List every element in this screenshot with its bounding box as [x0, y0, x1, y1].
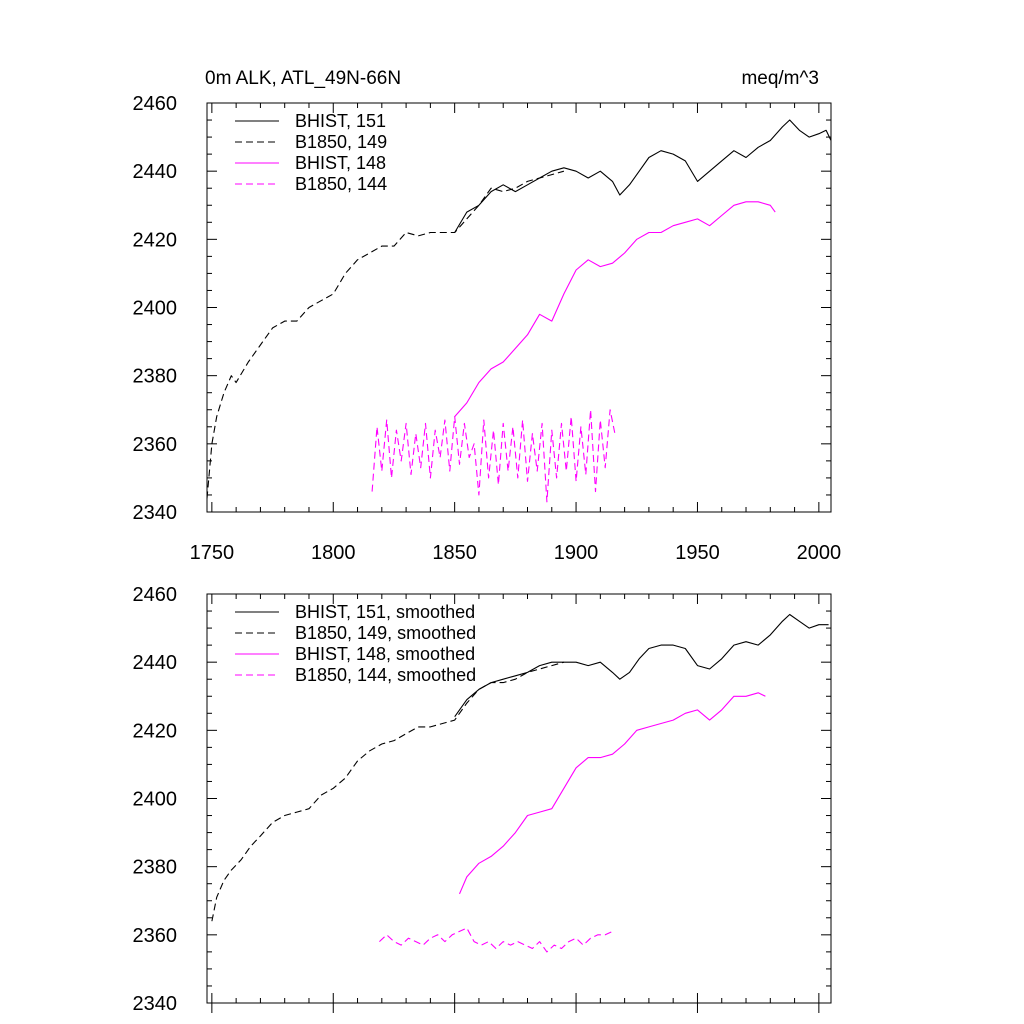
y-tick-label: 2340: [133, 993, 178, 1015]
units-label: meq/m^3: [741, 68, 819, 89]
y-tick-label: 2460: [133, 584, 178, 606]
legend-label: BHIST, 151: [295, 111, 386, 131]
top-panel: 0m ALK, ATL_49N-66N meq/m^3 1750 1800 1850…: [133, 68, 842, 564]
series-line-3: [379, 927, 613, 953]
legend-label: B1850, 144: [295, 174, 387, 194]
legend-label: B1850, 144, smoothed: [295, 665, 476, 685]
legend-label: BHIST, 148: [295, 153, 386, 173]
legend-label: B1850, 149: [295, 132, 387, 152]
x-tick-label: 1800: [311, 542, 356, 564]
x-tick-label: 2000: [797, 542, 842, 564]
series-line-1: [206, 170, 565, 499]
y-tick-label: 2440: [133, 161, 178, 183]
y-tick-label: 2420: [133, 229, 178, 251]
series-line-1: [211, 661, 565, 922]
legend-label: B1850, 149, smoothed: [295, 623, 476, 643]
y-tick-label: 2440: [133, 652, 178, 674]
y-tick-label: 2380: [133, 857, 178, 879]
y-tick-label: 2380: [133, 366, 178, 388]
series-line-0: [454, 119, 832, 233]
x-tick-label: 1950: [675, 542, 720, 564]
series-line-2: [454, 201, 776, 417]
y-tick-label: 2360: [133, 434, 178, 456]
legend-label: BHIST, 151, smoothed: [295, 602, 475, 622]
y-tick-label: 2400: [133, 298, 178, 320]
y-tick-label: 2460: [133, 93, 178, 115]
series-line-0: [454, 613, 829, 718]
x-tick-label: 1750: [190, 542, 235, 564]
legend-label: BHIST, 148, smoothed: [295, 644, 475, 664]
y-tick-label: 2340: [133, 502, 178, 524]
series-line-2: [458, 692, 766, 895]
chart-title: 0m ALK, ATL_49N-66N: [205, 68, 401, 89]
y-tick-label: 2360: [133, 925, 178, 947]
bottom-panel: 2340 2360 2380 2400 2420 2440 2460 BHIST, 151, …: [133, 584, 832, 1015]
y-tick-label: 2420: [133, 720, 178, 742]
x-tick-label: 1900: [554, 542, 599, 564]
series-line-3: [371, 409, 616, 503]
y-tick-label: 2400: [133, 789, 178, 811]
x-tick-label: 1850: [432, 542, 477, 564]
